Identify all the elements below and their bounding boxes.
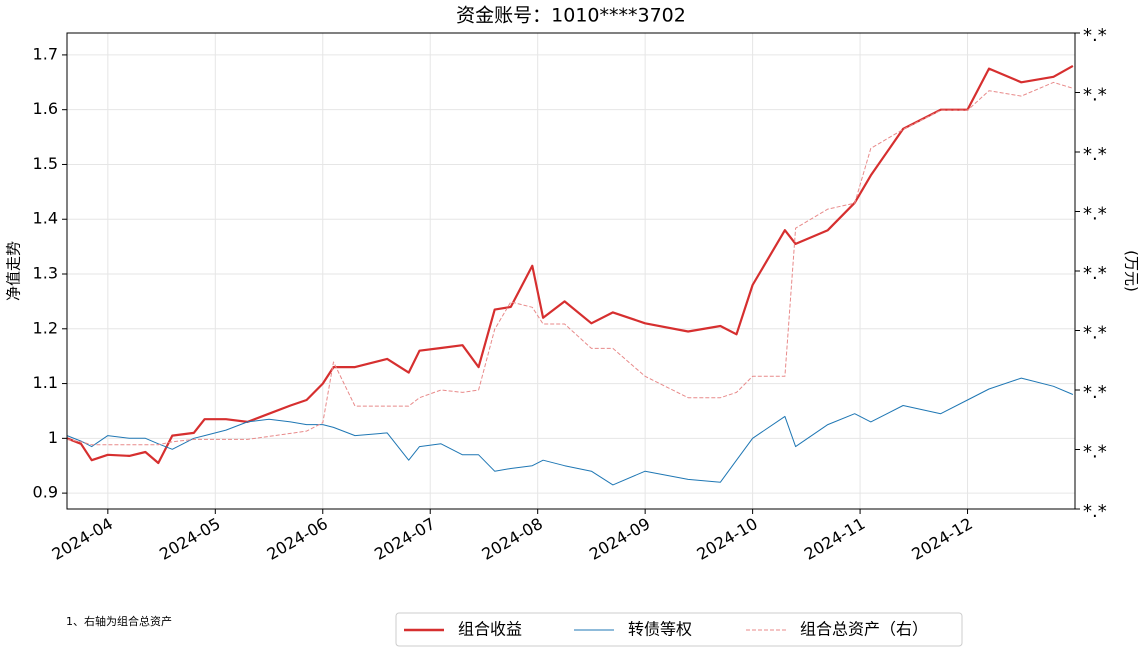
y-axis-label: 净值走势 <box>5 241 23 301</box>
y-tick-label: 0.9 <box>33 483 58 502</box>
x-tick-label: 2024-06 <box>264 514 331 564</box>
y-tick-label: 1.5 <box>33 154 58 173</box>
y2-tick-label: *.* <box>1083 442 1107 463</box>
y2-tick-label: *.* <box>1083 85 1107 106</box>
y-tick-label: 1.4 <box>33 209 58 228</box>
y-tick-label: 1.2 <box>33 318 58 337</box>
series-line <box>66 64 1074 465</box>
y2-tick-label: *.* <box>1083 263 1107 284</box>
x-tick-label: 2024-05 <box>156 514 223 564</box>
legend-box <box>395 612 963 647</box>
y-tick-label: 1.3 <box>33 264 58 283</box>
footnote: 1、右轴为组合总资产 <box>66 614 172 628</box>
legend-label: 组合总资产（右） <box>800 620 928 639</box>
chart-title: 资金账号：1010****3702 <box>456 5 686 27</box>
y2-tick-label: *.* <box>1083 25 1107 46</box>
y2-tick-label: *.* <box>1083 501 1107 522</box>
series-line <box>66 81 1074 446</box>
x-tick-label: 2024-04 <box>49 514 116 564</box>
y2-tick-label: *.* <box>1083 144 1107 165</box>
plot-frame <box>66 32 1076 510</box>
y-tick-label: 1.7 <box>33 44 58 63</box>
x-tick-label: 2024-12 <box>908 514 975 564</box>
y2-tick-label: *.* <box>1083 204 1107 225</box>
legend-label: 组合收益 <box>458 620 522 639</box>
x-tick-label: 2024-08 <box>479 514 546 564</box>
y2-tick-label: *.* <box>1083 323 1107 344</box>
y-tick-label: 1.6 <box>33 99 58 118</box>
x-tick-label: 2024-11 <box>801 514 868 564</box>
legend-label: 转债等权 <box>628 620 692 639</box>
y-tick-label: 1 <box>48 428 58 447</box>
x-tick-label: 2024-10 <box>693 514 760 564</box>
x-tick-label: 2024-09 <box>586 514 653 564</box>
y2-tick-label: *.* <box>1083 382 1107 403</box>
y2-axis-label: (万元) <box>1123 250 1141 292</box>
series-line <box>66 377 1074 486</box>
y-tick-label: 1.1 <box>33 373 58 392</box>
x-tick-label: 2024-07 <box>371 514 438 564</box>
